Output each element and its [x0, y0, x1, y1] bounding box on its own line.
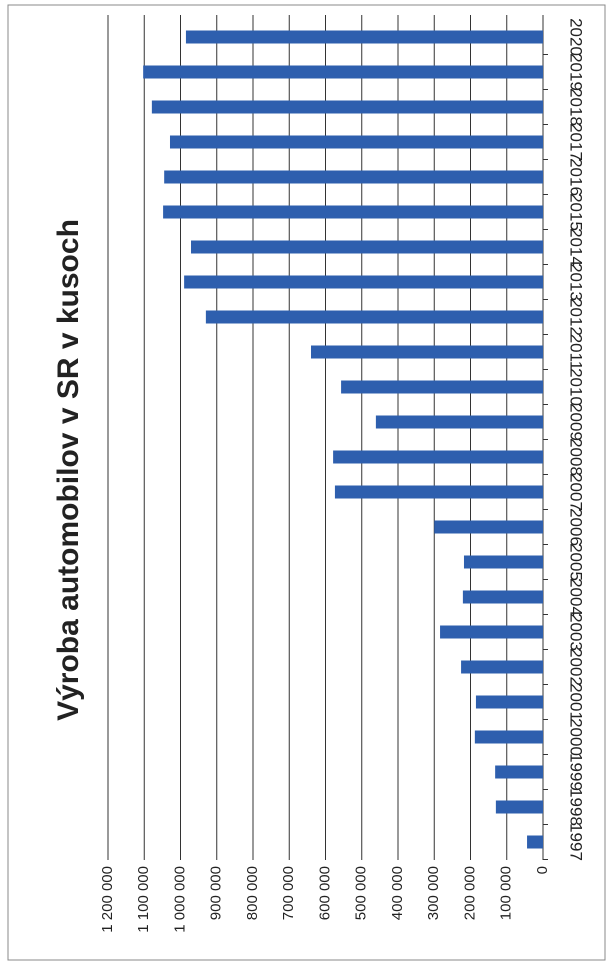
x-tick-label: 2010 [567, 368, 586, 406]
y-tick-label: 500 000 [353, 866, 370, 920]
x-tick-label: 2019 [567, 53, 586, 91]
bar [191, 240, 543, 254]
x-tick-label: 2018 [567, 88, 586, 126]
bar [463, 555, 543, 569]
y-tick-label: 900 000 [208, 866, 225, 920]
chart-title: Výroba automobilov v SR v kusoch [52, 219, 85, 721]
y-tick-label: 1 200 000 [99, 866, 116, 933]
bar [334, 485, 543, 499]
y-tick-label: 400 000 [389, 866, 406, 920]
bar [333, 450, 543, 464]
x-tick-label: 2013 [567, 263, 586, 301]
x-tick-label: 2008 [567, 438, 586, 476]
y-tick-label: 200 000 [461, 866, 478, 920]
bar [184, 275, 543, 289]
x-tick-label: 2011 [567, 334, 586, 371]
x-tick-label: 2003 [567, 613, 586, 651]
bar [185, 30, 543, 44]
x-tick-label: 2016 [567, 158, 586, 196]
y-tick-label: 700 000 [280, 866, 297, 920]
bar [475, 695, 543, 709]
bar [311, 345, 543, 359]
x-tick-label: 2001 [567, 683, 586, 721]
bar [169, 135, 544, 149]
bar [527, 835, 543, 849]
y-tick-label: 1 100 000 [135, 866, 152, 933]
x-tick-label: 2017 [567, 123, 586, 161]
bar [375, 415, 543, 429]
y-tick-label: 0 [534, 866, 551, 874]
bar [205, 310, 543, 324]
x-tick-label: 2009 [567, 403, 586, 441]
bar [434, 520, 543, 534]
x-tick-label: 2014 [567, 228, 586, 266]
bar [341, 380, 543, 394]
bar [495, 765, 543, 779]
bar [164, 170, 543, 184]
bar [462, 590, 543, 604]
bar [461, 660, 543, 674]
y-tick-label: 300 000 [425, 866, 442, 920]
x-tick-label: 2004 [567, 578, 586, 616]
y-tick-label: 1 000 000 [171, 866, 188, 933]
x-tick-label: 2007 [567, 473, 586, 511]
y-tick-label: 100 000 [498, 866, 515, 920]
x-tick-label: 1998 [567, 788, 586, 826]
bar [151, 100, 544, 114]
x-tick-label: 2002 [567, 648, 586, 686]
x-tick-label: 2020 [567, 18, 586, 56]
x-tick-label: 2000 [567, 718, 586, 756]
x-tick-label: 2005 [567, 543, 586, 581]
x-tick-label: 2006 [567, 508, 586, 546]
bar [163, 205, 543, 219]
bar [495, 800, 543, 814]
x-tick-label: 2015 [567, 193, 586, 231]
x-tick-label: 2012 [567, 298, 586, 336]
x-tick-label: 1999 [567, 753, 586, 791]
y-tick-label: 800 000 [244, 866, 261, 920]
y-tick-label: 600 000 [316, 866, 333, 920]
bar [440, 625, 543, 639]
bar [474, 730, 543, 744]
x-tick-label: 1997 [567, 823, 586, 861]
bar [143, 65, 543, 79]
